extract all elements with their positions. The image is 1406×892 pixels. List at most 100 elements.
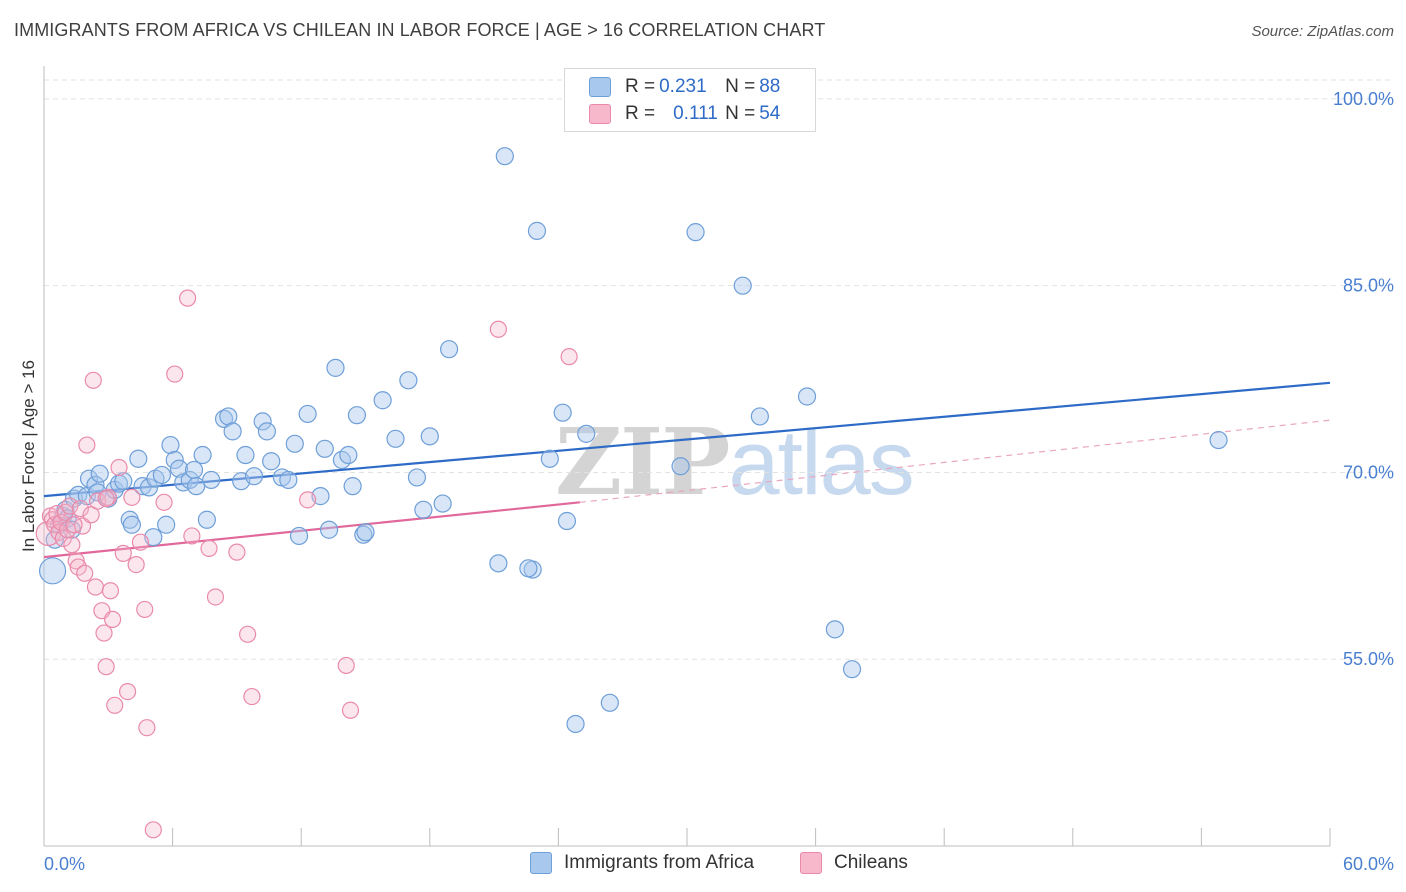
data-point-chilean: [86, 578, 105, 596]
data-point-chilean: [127, 555, 145, 574]
data-point-chilean: [97, 490, 115, 508]
data-point-africa: [797, 387, 817, 406]
data-point-africa: [257, 422, 277, 441]
data-point-chilean: [131, 533, 150, 551]
data-point-africa: [386, 429, 405, 448]
bottom-legend-label-africa: Immigrants from Africa: [564, 852, 755, 873]
data-point-africa: [825, 620, 844, 639]
data-point-chilean: [138, 719, 156, 737]
y-tick-label: 85.0%: [1343, 276, 1394, 296]
legend-r-label: R =: [625, 76, 656, 97]
data-point-africa: [129, 449, 148, 468]
data-point-chilean: [95, 624, 113, 642]
data-point-chilean: [299, 491, 317, 509]
data-point-africa: [566, 714, 585, 734]
trend-line-chilean: [43, 501, 580, 559]
data-point-africa: [527, 221, 547, 240]
watermark-atlas: atlas: [728, 412, 914, 514]
data-point-africa: [161, 435, 180, 455]
data-point-africa: [326, 358, 345, 377]
series-africa-points: [38, 147, 1228, 734]
data-point-africa: [347, 406, 367, 425]
data-point-chilean: [123, 488, 141, 506]
data-point-africa: [495, 147, 514, 166]
data-point-africa: [152, 465, 171, 485]
data-point-africa: [122, 515, 141, 534]
data-point-africa: [553, 403, 572, 422]
data-point-africa: [165, 450, 184, 470]
data-point-africa: [339, 445, 358, 465]
data-point-chilean: [54, 529, 72, 548]
data-point-africa: [399, 371, 418, 390]
data-point-chilean: [206, 588, 225, 606]
data-point-chilean: [489, 320, 507, 338]
data-point-africa: [298, 404, 317, 424]
data-point-africa: [157, 515, 176, 534]
data-point-africa: [373, 391, 392, 410]
data-point-chilean: [84, 371, 102, 389]
data-point-africa: [600, 693, 619, 712]
bottom-legend-swatch-chilean: [800, 852, 822, 874]
data-point-chilean: [61, 497, 79, 515]
data-point-africa: [90, 464, 109, 483]
trend-line-chilean-extension: [579, 419, 1331, 503]
data-point-africa: [540, 449, 559, 468]
data-point-africa: [311, 487, 330, 506]
data-point-chilean: [200, 539, 218, 558]
legend-r-value-chilean: 0.111: [673, 103, 718, 124]
data-point-chilean: [155, 493, 173, 511]
data-point-africa: [414, 500, 433, 519]
grid-lines: [44, 79, 1394, 660]
data-point-chilean: [63, 536, 81, 554]
data-point-africa: [202, 470, 221, 490]
data-point-africa: [285, 434, 304, 453]
data-point-africa: [407, 468, 427, 487]
data-point-chilean: [136, 600, 154, 619]
data-point-africa: [557, 511, 577, 531]
data-point-chilean: [183, 527, 201, 545]
data-point-africa: [354, 525, 373, 544]
data-point-chilean: [228, 543, 246, 561]
data-point-africa: [219, 407, 238, 426]
data-point-chilean: [69, 558, 87, 576]
data-point-africa: [356, 523, 375, 542]
legend-swatch-chilean: [589, 104, 611, 124]
y-tick-label: 100.0%: [1333, 89, 1394, 109]
legend-r-label: R =: [625, 103, 656, 124]
data-point-chilean: [78, 436, 96, 454]
legend-n-label: N =: [725, 103, 756, 124]
trend-line-africa: [43, 381, 1331, 498]
data-point-chilean: [166, 365, 184, 383]
data-point-africa: [842, 660, 862, 679]
data-point-africa: [253, 412, 272, 431]
x-tick-label: 60.0%: [1343, 854, 1394, 874]
data-point-chilean: [76, 564, 94, 582]
data-point-africa: [289, 526, 309, 546]
legend-r-value-africa: 0.231: [659, 76, 707, 97]
data-point-africa: [279, 470, 298, 490]
y-axis-label: In Labor Force | Age > 16: [19, 360, 38, 552]
data-point-africa: [236, 445, 255, 465]
data-point-africa: [519, 559, 538, 578]
data-point-africa: [489, 554, 508, 573]
bottom-legend-swatch-africa: [530, 852, 552, 874]
data-point-africa: [193, 445, 212, 465]
axes: [43, 66, 1331, 847]
data-point-africa: [733, 276, 752, 295]
data-point-chilean: [103, 610, 122, 628]
data-point-africa: [319, 520, 339, 539]
bottom-legend-africa: Immigrants from Africa: [530, 852, 754, 874]
data-point-chilean: [97, 658, 115, 676]
y-tick-label: 70.0%: [1343, 462, 1394, 482]
data-point-africa: [420, 427, 439, 446]
data-point-africa: [671, 457, 690, 476]
data-point-africa: [750, 407, 769, 426]
data-point-chilean: [560, 348, 578, 366]
data-point-chilean: [110, 458, 128, 477]
data-point-africa: [244, 467, 264, 486]
data-point-africa: [114, 472, 133, 491]
data-point-chilean: [48, 504, 66, 523]
data-point-africa: [439, 340, 459, 359]
legend-row-chilean: R = 0.111 N = 54: [589, 102, 780, 126]
